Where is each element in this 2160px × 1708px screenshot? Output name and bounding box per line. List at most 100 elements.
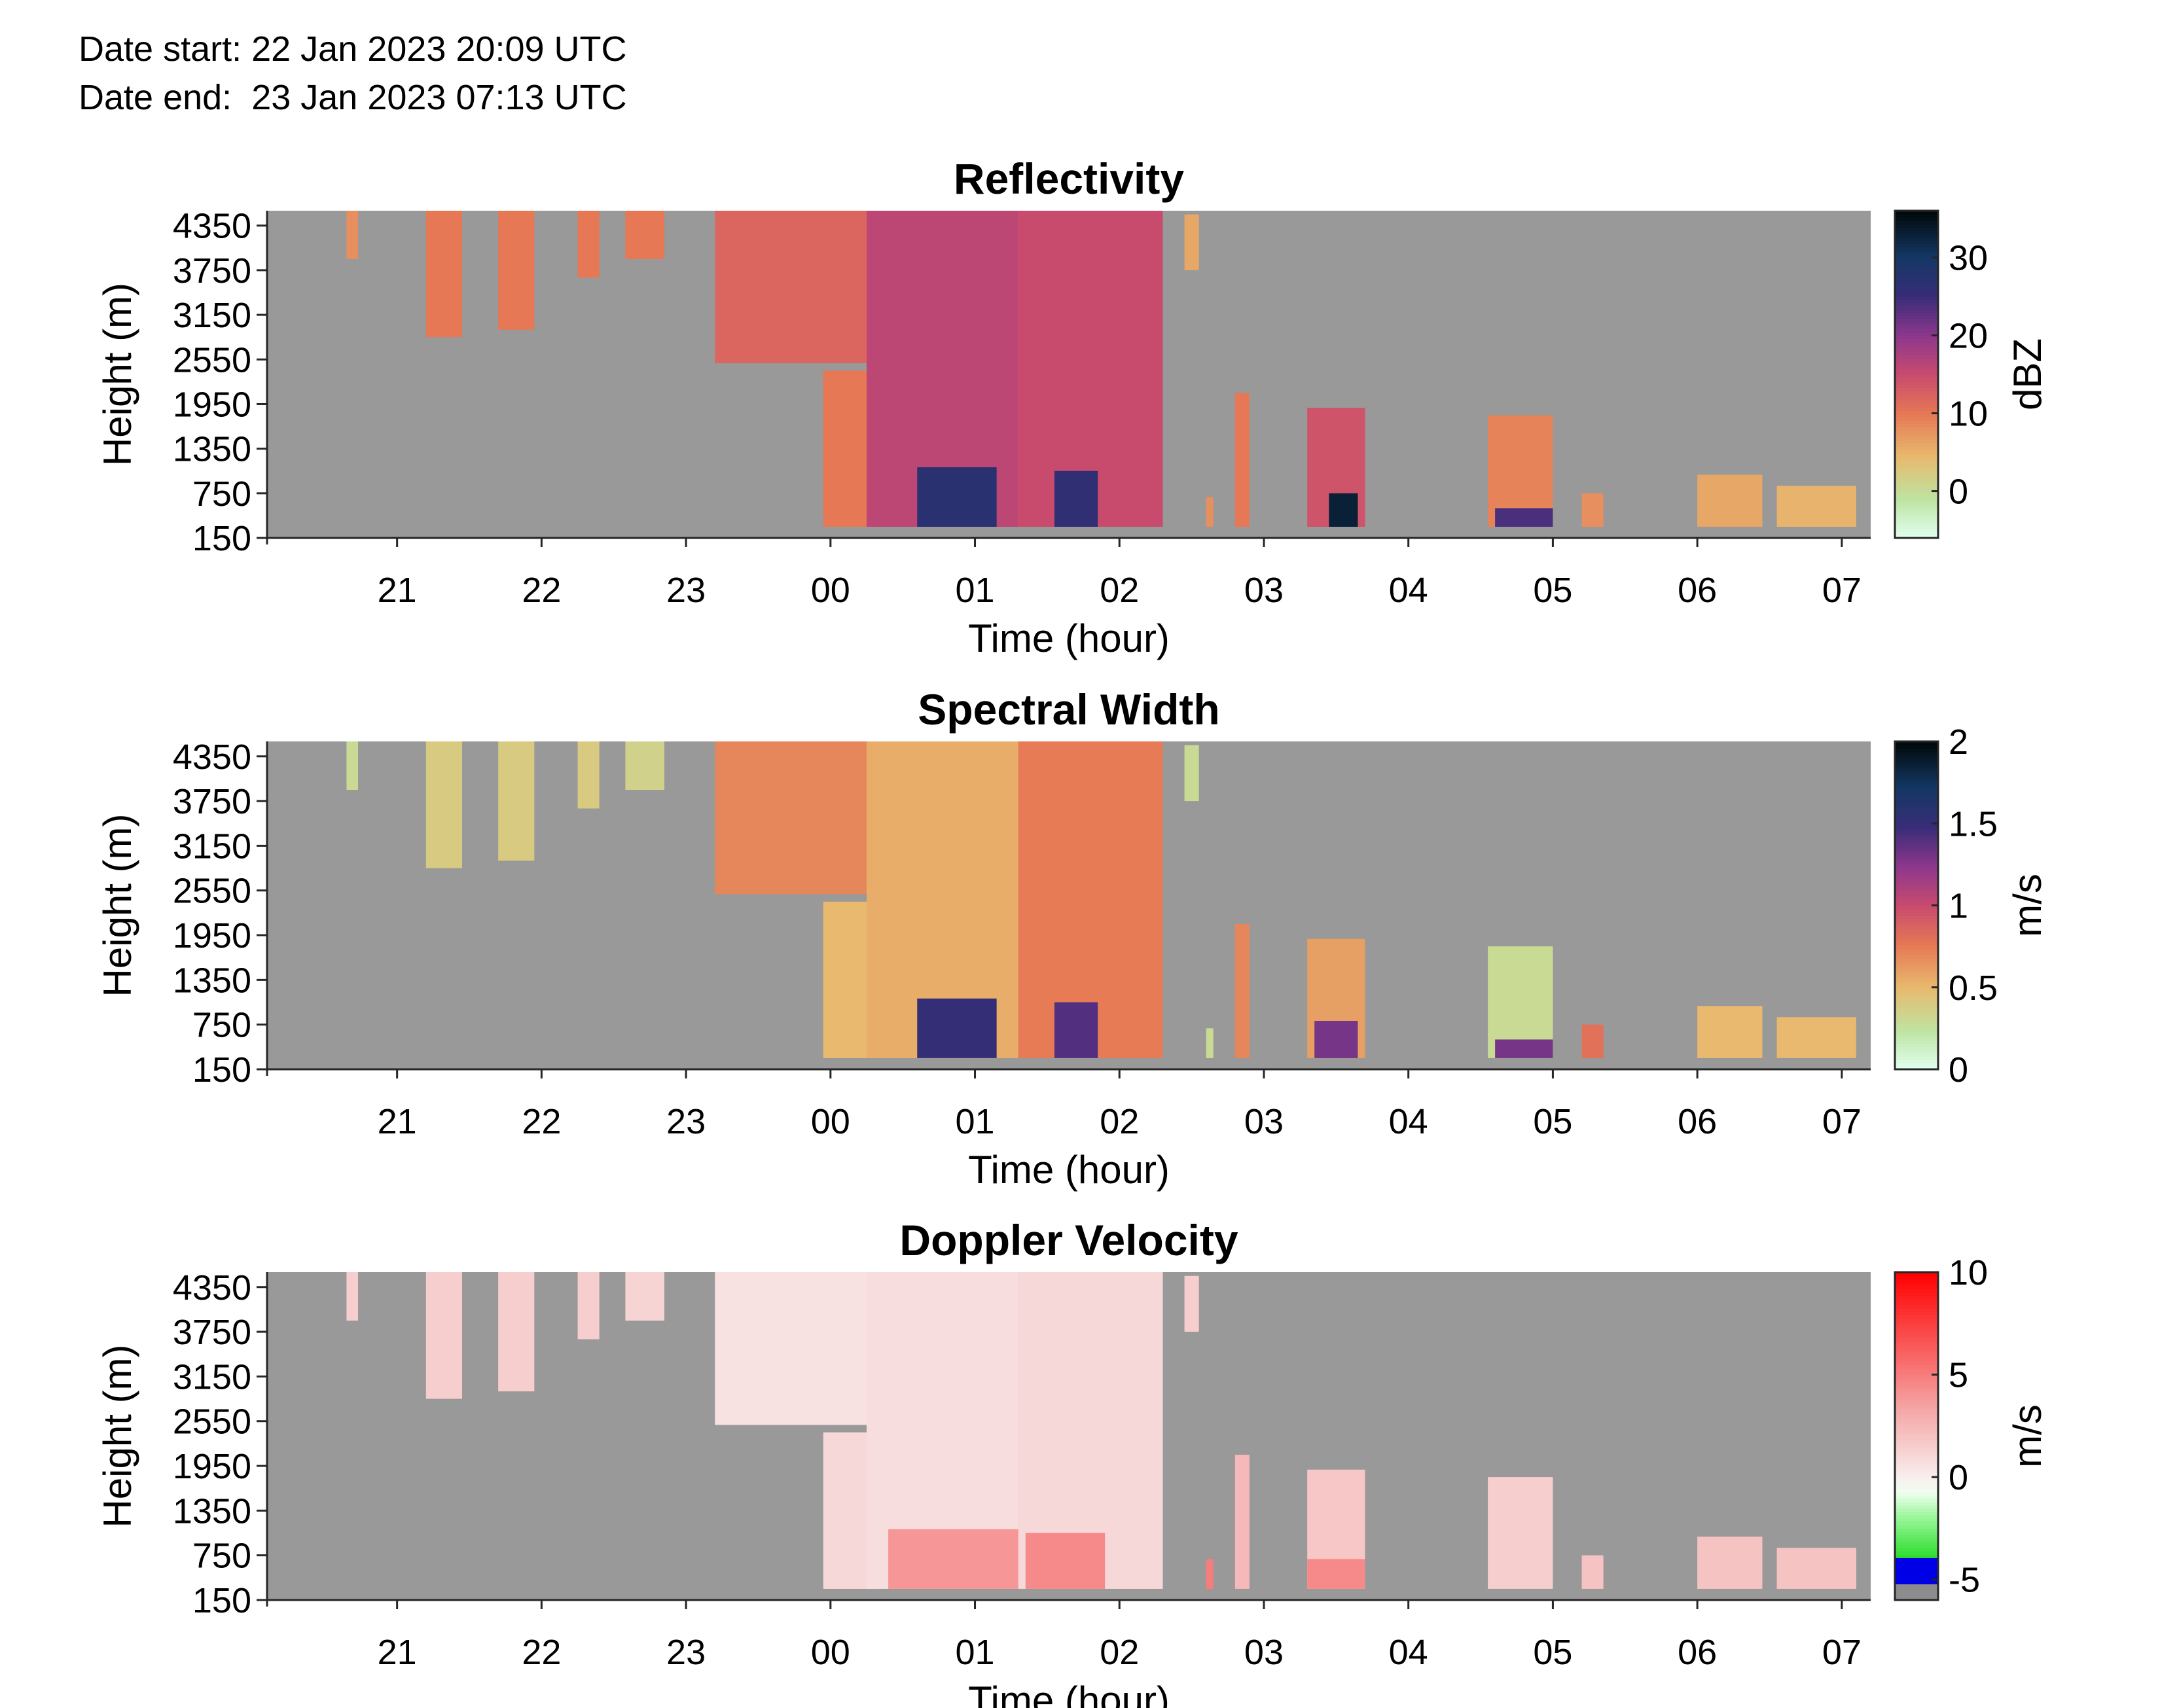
colorbar-segment <box>1895 1289 1938 1293</box>
colorbar-segment <box>1895 1485 1938 1489</box>
y-tick-label: 1350 <box>173 430 251 469</box>
y-tick-label: 3750 <box>173 1313 251 1352</box>
x-tick-label: 23 <box>666 571 706 610</box>
echo-cell <box>346 741 359 791</box>
colorbar-segment <box>1895 748 1938 753</box>
colorbar-segment <box>1895 1049 1938 1054</box>
x-tick-label: 05 <box>1533 1633 1572 1672</box>
colorbar-segment <box>1895 512 1938 516</box>
colorbar-segment <box>1895 400 1938 404</box>
colorbar-segment <box>1895 417 1938 421</box>
colorbar-segment <box>1895 1042 1938 1047</box>
colorbar-segment <box>1895 476 1938 480</box>
colorbar-segment <box>1895 1455 1938 1460</box>
colorbar-segment <box>1895 997 1938 1001</box>
colorbar-segment <box>1895 224 1938 228</box>
x-tick-label: 02 <box>1100 571 1139 610</box>
colorbar-tick-label: 0.5 <box>1949 969 1998 1008</box>
y-tick-label: 2550 <box>173 872 251 911</box>
colorbar-segment <box>1895 502 1938 506</box>
colorbar-segment <box>1895 456 1938 460</box>
colorbar-segment <box>1895 433 1938 437</box>
colorbar-segment <box>1895 495 1938 499</box>
colorbar-segment <box>1895 787 1938 792</box>
colorbar-segment <box>1895 243 1938 247</box>
echo-cell <box>1697 474 1763 527</box>
colorbar-segment <box>1895 1033 1938 1037</box>
colorbar-segment <box>1895 856 1938 861</box>
echo-cell <box>1488 1477 1553 1589</box>
colorbar-segment <box>1895 505 1938 509</box>
colorbar-segment <box>1895 1334 1938 1339</box>
colorbar-tick-label: 5 <box>1949 1356 1968 1395</box>
colorbar-tick-label: 30 <box>1949 238 1988 277</box>
x-tick-label: 05 <box>1533 571 1572 610</box>
echo-cell <box>577 1272 600 1340</box>
colorbar-segment <box>1895 1534 1938 1539</box>
colorbar-segment <box>1895 941 1938 946</box>
colorbar-segment <box>1895 882 1938 887</box>
colorbar-segment <box>1895 967 1938 972</box>
colorbar-segment <box>1895 260 1938 264</box>
colorbar-segment <box>1895 1357 1938 1362</box>
colorbar-segment <box>1895 463 1938 467</box>
colorbar-segment <box>1895 807 1938 811</box>
colorbar-segment <box>1895 342 1938 346</box>
colorbar-segment <box>1895 240 1938 244</box>
colorbar-segment <box>1895 1436 1938 1440</box>
echo-cell <box>1495 1039 1553 1058</box>
echo-cell <box>425 211 462 338</box>
colorbar-segment <box>1895 892 1938 897</box>
colorbar-segment <box>1895 830 1938 834</box>
x-tick-label: 22 <box>522 1102 561 1141</box>
y-tick-label: 750 <box>192 474 251 514</box>
colorbar-segment <box>1895 1452 1938 1457</box>
colorbar-segment <box>1895 925 1938 929</box>
colorbar-segment <box>1895 1361 1938 1365</box>
echo-cell <box>888 1529 1018 1589</box>
echo-cell <box>346 211 359 259</box>
colorbar-segment <box>1895 214 1938 218</box>
colorbar-segment <box>1895 315 1938 319</box>
x-tick-label: 04 <box>1389 1102 1428 1141</box>
echo-cell <box>498 1272 535 1392</box>
colorbar-segment <box>1895 1554 1938 1558</box>
colorbar-segment <box>1895 1472 1938 1476</box>
echo-cell <box>1581 1555 1604 1589</box>
colorbar-segment <box>1895 1023 1938 1027</box>
colorbar-segment <box>1895 1315 1938 1319</box>
colorbar-tick-label: 10 <box>1949 1253 1988 1292</box>
colorbar-segment <box>1895 378 1938 382</box>
colorbar-segment <box>1895 843 1938 847</box>
colorbar-segment <box>1895 1354 1938 1359</box>
colorbar-segment <box>1895 885 1938 890</box>
colorbar: 0 10 20 30 dBZ <box>1894 209 2049 539</box>
colorbar-segment <box>1895 250 1938 254</box>
echo-cell <box>917 467 997 527</box>
colorbar-segment <box>1895 338 1938 342</box>
colorbar-segment <box>1895 823 1938 828</box>
colorbar-segment <box>1895 453 1938 457</box>
echo-cell <box>1184 745 1199 802</box>
colorbar-segment <box>1895 423 1938 427</box>
y-tick-label: 2550 <box>173 1402 251 1442</box>
colorbar-segment <box>1895 1580 1938 1584</box>
colorbar-segment <box>1895 915 1938 919</box>
colorbar-segment <box>1895 1020 1938 1024</box>
colorbar-segment <box>1895 1387 1938 1391</box>
colorbar-segment <box>1895 466 1938 470</box>
echo-cell <box>425 1272 462 1399</box>
colorbar-segment <box>1895 745 1938 749</box>
x-tick-label: 21 <box>378 1102 417 1141</box>
x-axis-label: Time (hour) <box>968 1679 1170 1708</box>
colorbar-segment <box>1895 361 1938 365</box>
colorbar-segment <box>1895 948 1938 952</box>
colorbar-segment <box>1895 840 1938 844</box>
colorbar-segment <box>1895 970 1938 975</box>
colorbar-segment <box>1895 266 1938 270</box>
colorbar-segment <box>1895 1029 1938 1034</box>
colorbar-segment <box>1895 253 1938 257</box>
x-tick-label: 22 <box>522 1633 561 1672</box>
